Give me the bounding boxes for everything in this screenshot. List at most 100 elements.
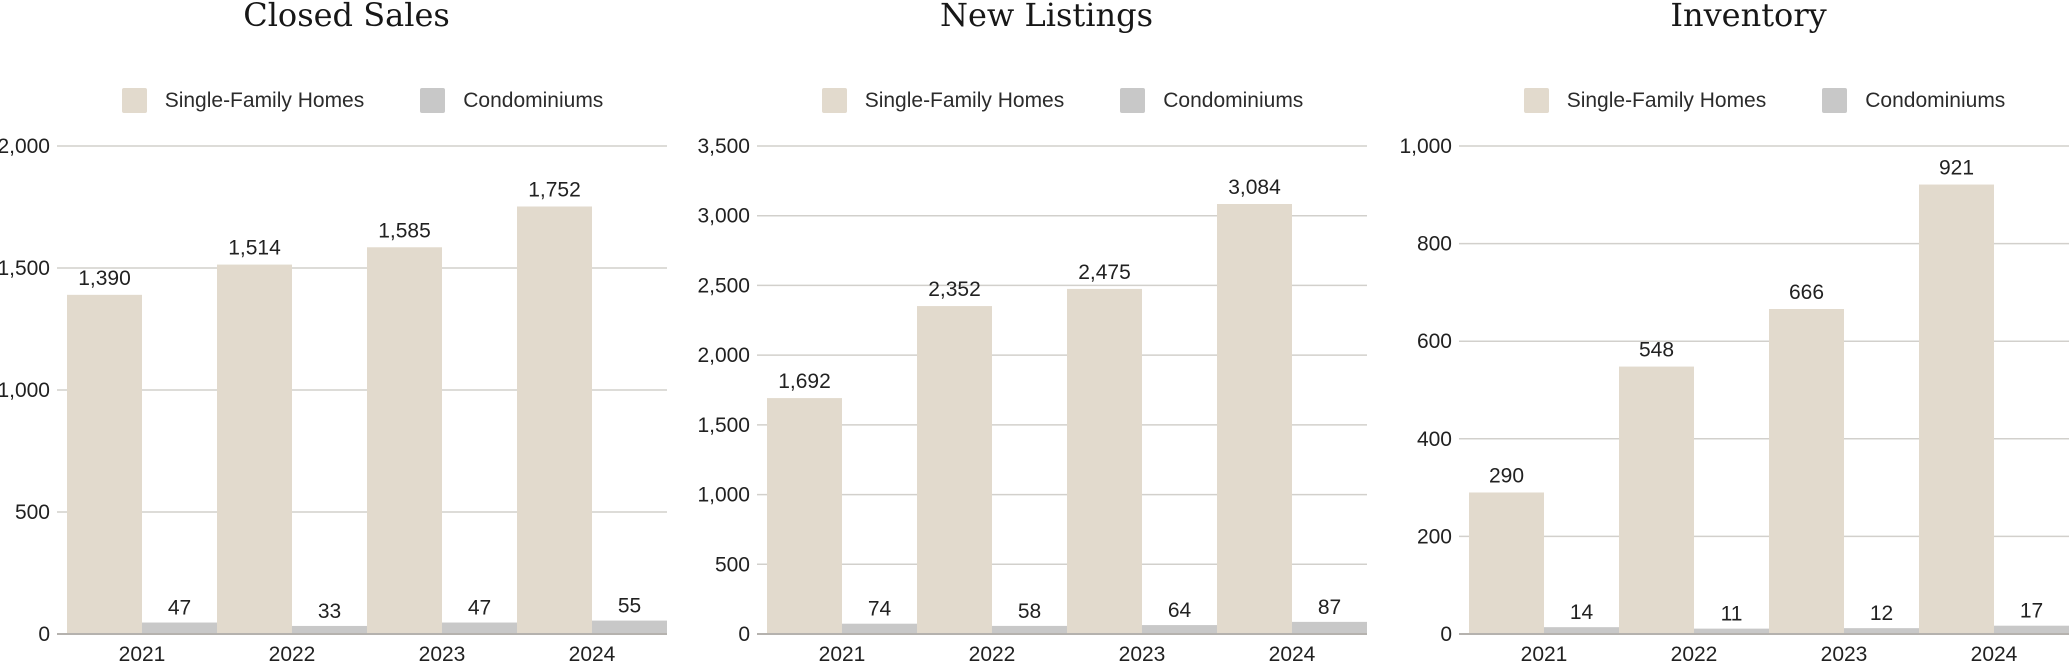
x-axis-category-label: 2024 [569,643,616,665]
value-label-condominiums: 14 [1570,601,1594,624]
y-axis-tick-label: 500 [15,501,50,524]
value-label-condominiums: 58 [1018,600,1041,623]
chart-panel-closed-sales: Closed Sales Single-Family Homes Condomi… [0,0,693,665]
y-axis-tick-label: 1,500 [0,257,50,280]
bar-single-family-homes [517,206,592,634]
y-axis-tick-label: 400 [1417,428,1452,451]
bar-plot: 0 500 1,000 1,500 2,000 2,500 3,000 3,500 1,692 7… [697,135,1367,665]
y-axis-tick-label: 2,500 [697,274,750,297]
y-axis-tick-label: 0 [38,623,50,646]
value-label-condominiums: 12 [1870,602,1893,625]
y-axis-tick-label: 1,000 [0,379,50,402]
x-axis-category-label: 2022 [969,643,1016,665]
legend-label: Condominiums [463,88,604,112]
legend-swatch-single-family-icon [121,88,147,113]
value-label-condominiums: 55 [618,595,641,618]
y-axis-tick-label: 1,500 [697,414,750,437]
value-label-condominiums: 47 [468,597,491,620]
chart-legend: Single-Family Homes Condominiums [700,88,1393,113]
value-label-single-family: 666 [1789,281,1824,304]
legend-swatch-condominiums-icon [1120,88,1146,113]
value-label-single-family: 1,752 [528,179,581,202]
x-axis-category-label: 2021 [819,643,866,665]
legend-swatch-condominiums-icon [1822,88,1848,113]
bar-condominiums [842,623,917,634]
bar-single-family-homes [67,294,142,634]
chart-panel-inventory: Inventory Single-Family Homes Condominiu… [1399,0,2069,665]
value-label-single-family: 1,514 [228,237,281,260]
legend-label: Condominiums [1163,88,1304,112]
legend-swatch-single-family-icon [821,88,847,113]
bar-condominiums [1142,625,1217,634]
bar-condominiums [592,620,667,634]
value-label-condominiums: 17 [2020,600,2043,623]
legend-item-condominiums: Condominiums [1120,88,1303,113]
bar-condominiums [1694,628,1769,634]
bar-single-family-homes [367,247,442,634]
value-label-single-family: 2,352 [928,278,981,301]
x-axis-category-label: 2021 [1521,643,1568,665]
y-axis-tick-label: 1,000 [697,484,750,507]
chart-title: New Listings [939,0,1153,34]
bar-single-family-homes [917,306,992,634]
x-axis-category-label: 2023 [1119,643,1166,665]
legend-item-condominiums: Condominiums [420,88,603,113]
bar-condominiums [1544,627,1619,634]
chart-panel-new-listings: New Listings Single-Family Homes Condomi… [697,0,1393,665]
y-axis-tick-label: 1,000 [1399,135,1452,158]
bar-condominiums [1994,625,2069,634]
bar-single-family-homes [1217,204,1292,634]
bar-condominiums [1844,628,1919,634]
value-label-single-family: 2,475 [1078,261,1131,284]
x-axis-category-label: 2023 [1821,643,1868,665]
y-axis-tick-label: 200 [1417,525,1452,548]
value-label-single-family: 548 [1639,339,1674,362]
x-axis-category-label: 2024 [1269,643,1316,665]
x-axis-category-label: 2021 [119,643,166,665]
legend-item-single-family-homes: Single-Family Homes [121,88,364,113]
chart-title: Closed Sales [243,0,450,34]
legend-swatch-single-family-icon [1523,88,1549,113]
bar-condominiums [292,625,367,634]
y-axis-tick-label: 3,000 [697,205,750,228]
chart-legend: Single-Family Homes Condominiums [1402,88,2069,113]
bar-condominiums [992,625,1067,634]
value-label-condominiums: 74 [868,598,892,621]
y-axis-tick-label: 0 [738,623,750,646]
legend-item-condominiums: Condominiums [1822,88,2005,113]
bar-single-family-homes [217,264,292,634]
y-axis-tick-label: 500 [715,553,750,576]
value-label-condominiums: 64 [1168,599,1192,622]
y-axis-tick-label: 2,000 [0,135,50,158]
x-axis-category-label: 2022 [269,643,316,665]
value-label-single-family: 290 [1489,464,1524,487]
y-axis-tick-label: 3,500 [697,135,750,158]
bar-condominiums [442,622,517,634]
legend-item-single-family-homes: Single-Family Homes [821,88,1065,113]
bar-condominiums [142,622,217,634]
chart-title: Inventory [1670,0,1827,34]
value-label-condominiums: 11 [1721,603,1743,626]
value-label-single-family: 3,084 [1228,176,1281,199]
x-axis-category-label: 2022 [1671,643,1718,665]
y-axis-tick-label: 2,000 [697,344,750,367]
legend-label: Condominiums [1865,88,2006,112]
legend-swatch-condominiums-icon [420,88,446,113]
bar-single-family-homes [767,398,842,634]
value-label-single-family: 921 [1939,157,1974,180]
legend-label: Single-Family Homes [864,88,1065,112]
value-label-single-family: 1,692 [778,370,831,393]
y-axis-tick-label: 600 [1417,330,1452,353]
bar-plot: 05001,0001,5002,0001,3904720211,51433202… [0,135,667,665]
value-label-condominiums: 33 [318,600,341,623]
bar-single-family-homes [1067,288,1142,634]
value-label-single-family: 1,390 [78,267,131,290]
y-axis-tick-label: 0 [1440,623,1452,646]
bar-single-family-homes [1619,366,1694,634]
x-axis-category-label: 2023 [419,643,466,665]
bar-single-family-homes [1919,184,1994,634]
bar-condominiums [1292,621,1367,634]
x-axis-category-label: 2024 [1971,643,2018,665]
